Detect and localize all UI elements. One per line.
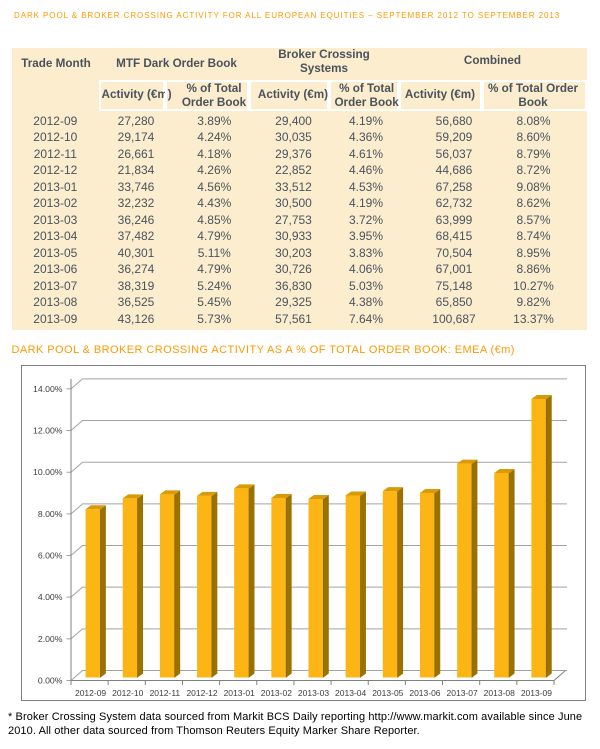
svg-text:2012-12: 2012-12 <box>186 688 217 698</box>
svg-text:0.00%: 0.00% <box>38 676 63 686</box>
svg-text:12.00%: 12.00% <box>33 426 63 436</box>
svg-text:2013-01: 2013-01 <box>224 688 255 698</box>
svg-text:6.00%: 6.00% <box>38 551 63 561</box>
svg-text:8.00%: 8.00% <box>38 509 63 519</box>
svg-text:2.00%: 2.00% <box>38 634 63 644</box>
svg-text:2013-03: 2013-03 <box>298 688 329 698</box>
svg-text:14.00%: 14.00% <box>33 384 63 394</box>
svg-text:10.00%: 10.00% <box>33 467 63 477</box>
svg-text:2012-10: 2012-10 <box>112 688 143 698</box>
svg-text:2012-09: 2012-09 <box>75 688 106 698</box>
svg-text:2013-07: 2013-07 <box>447 688 478 698</box>
svg-text:2012-11: 2012-11 <box>150 688 181 698</box>
svg-text:4.00%: 4.00% <box>38 592 63 602</box>
svg-text:2013-06: 2013-06 <box>409 688 440 698</box>
svg-text:2013-04: 2013-04 <box>335 688 366 698</box>
svg-text:2013-09: 2013-09 <box>521 688 552 698</box>
svg-text:2013-05: 2013-05 <box>372 688 403 698</box>
svg-text:2013-02: 2013-02 <box>261 688 292 698</box>
svg-text:2013-08: 2013-08 <box>484 688 515 698</box>
